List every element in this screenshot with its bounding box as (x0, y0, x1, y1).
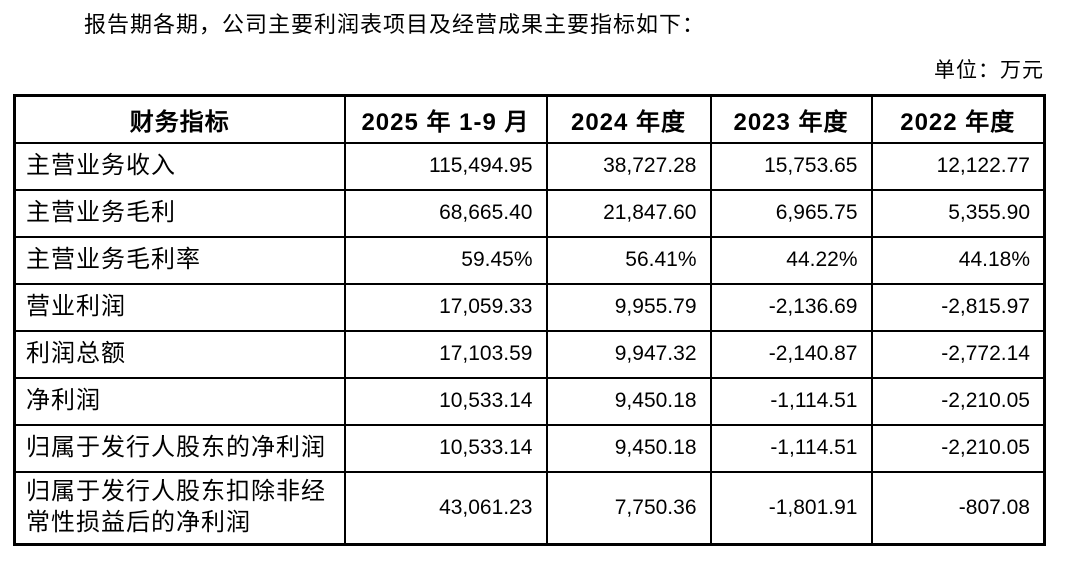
value-cell: 59.45% (343, 235, 548, 285)
row-label: 利润总额 (13, 329, 346, 379)
row-label: 归属于发行人股东的净利润 (13, 423, 346, 473)
table-row: 归属于发行人股东扣除非经常性损益后的净利润 43,061.23 7,750.36… (13, 470, 1046, 545)
value-cell: -807.08 (870, 470, 1046, 545)
document-page: 报告期各期，公司主要利润表项目及经营成果主要指标如下： 单位：万元 财务指标 2… (0, 10, 1080, 574)
table-header-row: 财务指标 2025 年 1-9 月 2024 年度 2023 年度 2022 年… (13, 94, 1046, 144)
row-label: 主营业务毛利 (13, 188, 346, 238)
value-cell: 5,355.90 (870, 188, 1046, 238)
value-cell: 21,847.60 (545, 188, 712, 238)
value-cell: -2,772.14 (870, 329, 1046, 379)
value-cell: -1,114.51 (709, 376, 873, 426)
value-cell: -2,210.05 (870, 376, 1046, 426)
value-cell: 38,727.28 (545, 141, 712, 191)
row-label: 主营业务收入 (13, 141, 346, 191)
value-cell: 9,450.18 (545, 376, 712, 426)
unit-label: 单位：万元 (934, 58, 1044, 82)
value-cell: -2,210.05 (870, 423, 1046, 473)
value-cell: 9,450.18 (545, 423, 712, 473)
value-cell: -2,140.87 (709, 329, 873, 379)
value-cell: 6,965.75 (709, 188, 873, 238)
table-row: 营业利润 17,059.33 9,955.79 -2,136.69 -2,815… (13, 282, 1046, 332)
table-row: 主营业务毛利 68,665.40 21,847.60 6,965.75 5,35… (13, 188, 1046, 238)
value-cell: 10,533.14 (343, 376, 548, 426)
row-label: 归属于发行人股东扣除非经常性损益后的净利润 (13, 470, 346, 545)
value-cell: 44.18% (870, 235, 1046, 285)
value-cell: 56.41% (545, 235, 712, 285)
table-row: 归属于发行人股东的净利润 10,533.14 9,450.18 -1,114.5… (13, 423, 1046, 473)
value-cell: 44.22% (709, 235, 873, 285)
value-cell: 17,103.59 (343, 329, 548, 379)
value-cell: -2,815.97 (870, 282, 1046, 332)
value-cell: 15,753.65 (709, 141, 873, 191)
row-label: 净利润 (13, 376, 346, 426)
table-row: 主营业务毛利率 59.45% 56.41% 44.22% 44.18% (13, 235, 1046, 285)
table-row: 净利润 10,533.14 9,450.18 -1,114.51 -2,210.… (13, 376, 1046, 426)
row-label: 营业利润 (13, 282, 346, 332)
header-cell-2024: 2024 年度 (545, 94, 712, 144)
value-cell: 12,122.77 (870, 141, 1046, 191)
table-row: 利润总额 17,103.59 9,947.32 -2,140.87 -2,772… (13, 329, 1046, 379)
header-cell-2022: 2022 年度 (870, 94, 1046, 144)
value-cell: 9,955.79 (545, 282, 712, 332)
value-cell: 9,947.32 (545, 329, 712, 379)
header-cell-indicator: 财务指标 (13, 94, 346, 144)
value-cell: 10,533.14 (343, 423, 548, 473)
value-cell: -1,114.51 (709, 423, 873, 473)
value-cell: 68,665.40 (343, 188, 548, 238)
value-cell: 43,061.23 (343, 470, 548, 545)
report-intro-text: 报告期各期，公司主要利润表项目及经营成果主要指标如下： (84, 12, 706, 37)
row-label: 主营业务毛利率 (13, 235, 346, 285)
value-cell: 7,750.36 (545, 470, 712, 545)
value-cell: -2,136.69 (709, 282, 873, 332)
table-row: 主营业务收入 115,494.95 38,727.28 15,753.65 12… (13, 141, 1046, 191)
value-cell: 115,494.95 (343, 141, 548, 191)
financial-indicators-table: 财务指标 2025 年 1-9 月 2024 年度 2023 年度 2022 年… (13, 94, 1046, 546)
value-cell: 17,059.33 (343, 282, 548, 332)
header-cell-2025: 2025 年 1-9 月 (343, 94, 548, 144)
header-cell-2023: 2023 年度 (709, 94, 873, 144)
value-cell: -1,801.91 (709, 470, 873, 545)
